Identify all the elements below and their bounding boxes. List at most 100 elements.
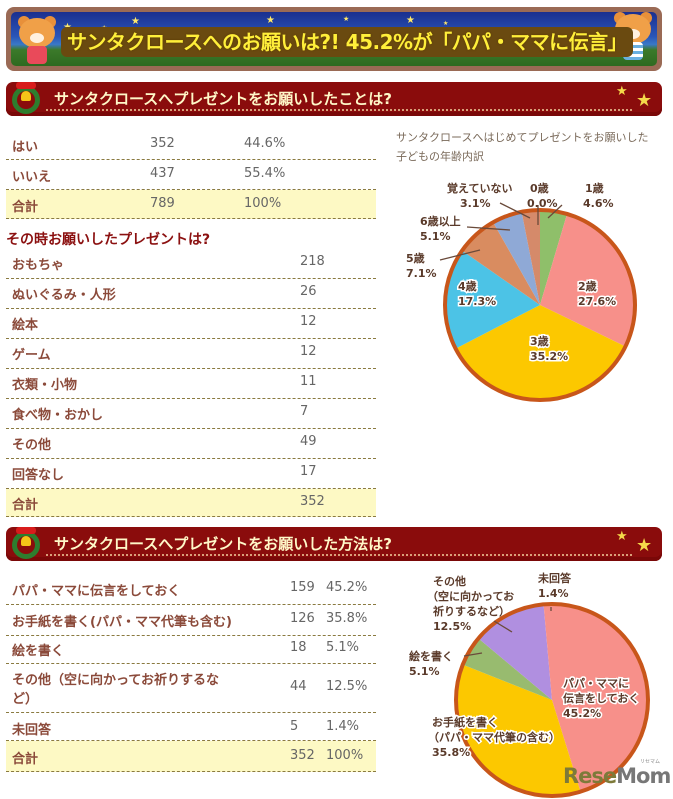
table-row-total: 合計 789 100% xyxy=(6,190,376,219)
row-label: 食べ物・おかし xyxy=(12,408,104,423)
table-row: ぬいぐるみ・人形 26 xyxy=(6,279,376,309)
table-row: 食べ物・おかし 7 xyxy=(6,399,376,429)
row-count: 352 xyxy=(290,748,315,763)
row-percent: 1.4% xyxy=(326,719,360,734)
pie-slice xyxy=(456,664,581,797)
pie-label-parents: パパ・ママに伝言をしておく 45.2% xyxy=(563,677,639,720)
leader-lines xyxy=(463,607,552,657)
row-count: 18 xyxy=(290,640,307,655)
row-percent: 44.6% xyxy=(244,136,286,151)
pie-label-age3: 3歳 35.2% xyxy=(530,334,568,363)
bell-icon xyxy=(21,91,31,101)
table-row: 未回答 5 1.4% xyxy=(6,713,376,741)
row-count: 5 xyxy=(290,719,299,734)
row-label: その他 xyxy=(12,438,52,453)
banner-title: サンタクロースへのお願いは?! 45.2%が「パパ・ママに伝言」 xyxy=(61,27,634,57)
pie-slice xyxy=(540,213,635,347)
pie-slice xyxy=(493,211,540,305)
row-count: 437 xyxy=(150,166,175,181)
age-pie-chart xyxy=(443,208,637,402)
row-label: ゲーム xyxy=(12,348,51,363)
table-row: ゲーム 12 xyxy=(6,339,376,369)
pie-label-none: 未回答 1.4% xyxy=(537,571,572,600)
star-icon: ★ xyxy=(616,529,628,544)
table-row-total: 合計 352 xyxy=(6,489,376,517)
pie-label-age1: 1歳 4.6% xyxy=(583,181,614,210)
row-label-continued: ど） xyxy=(12,692,39,707)
table-row: はい 352 44.6% xyxy=(6,130,376,160)
section-title: サンタクロースへプレゼントをお願いした方法は? xyxy=(54,535,392,553)
row-label: その他（空に向かってお祈りするな xyxy=(12,673,219,688)
title-banner: ★ ★ ★ ★ ★ ★ ★ サンタクロースへのお願いは?! 45.2%が「パパ・… xyxy=(6,7,662,71)
row-count: 26 xyxy=(300,284,317,299)
row-label: 絵を書く xyxy=(12,644,65,659)
table-row: 衣類・小物 11 xyxy=(6,369,376,399)
pie-slice xyxy=(552,604,649,792)
row-count: 11 xyxy=(300,374,317,389)
row-count: 789 xyxy=(150,196,175,211)
star-icon: ★ xyxy=(266,15,275,26)
bell-icon xyxy=(21,536,31,546)
row-label: 合計 xyxy=(12,200,39,215)
row-label: 衣類・小物 xyxy=(12,378,78,393)
row-count: 7 xyxy=(300,404,309,419)
resemom-logo-kana: リセマム xyxy=(640,759,661,765)
section-header-asked: サンタクロースへプレゼントをお願いしたことは? ★ ★ xyxy=(6,82,662,116)
table-row: その他（空に向かってお祈りするな ど） 44 12.5% xyxy=(6,664,376,713)
dotted-line xyxy=(46,109,632,111)
star-icon: ★ xyxy=(343,15,350,23)
row-label: 回答なし xyxy=(12,468,65,483)
pie-slice xyxy=(462,222,540,305)
star-icon: ★ xyxy=(636,535,653,556)
pie-slice xyxy=(445,250,540,349)
section-title: サンタクロースへプレゼントをお願いしたことは? xyxy=(54,90,392,108)
table-row: 絵を書く 18 5.1% xyxy=(6,636,376,664)
row-count: 126 xyxy=(290,611,315,626)
row-label: 絵本 xyxy=(12,318,39,333)
pie-label-age2: 2歳 27.6% xyxy=(578,279,616,308)
row-count: 49 xyxy=(300,434,317,449)
row-percent: 100% xyxy=(244,196,282,211)
bear-girl-icon xyxy=(15,16,59,66)
row-label: いいえ xyxy=(12,170,52,185)
row-label: 合計 xyxy=(12,498,39,513)
pie-slice xyxy=(455,305,626,400)
table-row-total: 合計 352 100% xyxy=(6,741,376,772)
star-icon: ★ xyxy=(406,15,415,26)
caption-line: サンタクロースへはじめてプレゼントをお願いした xyxy=(396,131,649,144)
row-label: パパ・ママに伝言をしておく xyxy=(12,584,181,599)
bow-icon xyxy=(16,527,36,534)
star-icon: ★ xyxy=(636,90,653,111)
row-label: お手紙を書く(パパ・ママ代筆も含む) xyxy=(12,615,232,630)
table-row: お手紙を書く(パパ・ママ代筆も含む) 126 35.8% xyxy=(6,605,376,636)
row-count: 352 xyxy=(300,494,325,509)
row-label: ぬいぐるみ・人形 xyxy=(12,288,116,303)
row-percent: 45.2% xyxy=(326,580,368,595)
banner-night-sky: ★ ★ ★ ★ ★ ★ ★ サンタクロースへのお願いは?! 45.2%が「パパ・… xyxy=(11,12,657,66)
pie-label-unknown: 覚えていない 3.1% xyxy=(446,181,512,210)
table-row: おもちゃ 218 xyxy=(6,249,376,279)
table-row: パパ・ママに伝言をしておく 159 45.2% xyxy=(6,573,376,605)
pie-label-age4: 4歳 17.3% xyxy=(458,279,496,308)
dotted-line xyxy=(46,554,632,556)
pie-slice xyxy=(478,604,552,700)
table-row: 回答なし 17 xyxy=(6,459,376,489)
pie-slice xyxy=(521,210,540,305)
pie-label-letter: お手紙を書く（パパ・ママ代筆の含む） 35.8% xyxy=(428,715,560,759)
row-label: おもちゃ xyxy=(12,258,65,273)
table-row: 絵本 12 xyxy=(6,309,376,339)
row-percent: 12.5% xyxy=(326,679,368,694)
table-row: その他 49 xyxy=(6,429,376,459)
pie-slice xyxy=(462,638,552,700)
pie-label-age0: 0歳 0.0% xyxy=(527,181,558,210)
row-count: 352 xyxy=(150,136,175,151)
presents-subheading: その時お願いしたプレゼントは? xyxy=(6,232,211,248)
star-icon: ★ xyxy=(443,20,449,27)
row-percent: 35.8% xyxy=(326,611,368,626)
row-label: 未回答 xyxy=(12,723,52,738)
section-header-method: サンタクロースへプレゼントをお願いした方法は? ★ ★ xyxy=(6,527,662,561)
row-count: 44 xyxy=(290,679,307,694)
pie-label-drawing: 絵を書く 5.1% xyxy=(409,649,453,678)
leader-lines xyxy=(439,202,563,261)
